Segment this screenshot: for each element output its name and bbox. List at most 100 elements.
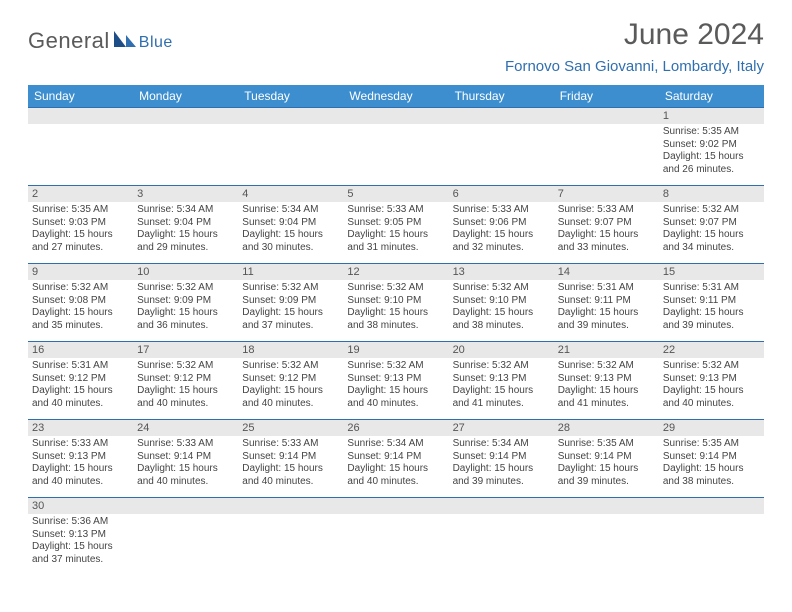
day-number: 17 [133, 341, 238, 358]
sunrise-line: Sunrise: 5:31 AM [32, 360, 129, 373]
day-details: Sunrise: 5:32 AMSunset: 9:10 PMDaylight:… [449, 280, 554, 336]
daylight-line: Daylight: 15 hours and 36 minutes. [137, 307, 234, 332]
empty-day-bar [133, 107, 238, 124]
sunset-line: Sunset: 9:14 PM [558, 451, 655, 464]
sunrise-line: Sunrise: 5:32 AM [347, 282, 444, 295]
sunset-line: Sunset: 9:13 PM [32, 529, 129, 542]
day-number: 30 [28, 497, 133, 514]
day-number: 18 [238, 341, 343, 358]
day-details: Sunrise: 5:32 AMSunset: 9:13 PMDaylight:… [449, 358, 554, 414]
daylight-line: Daylight: 15 hours and 39 minutes. [663, 307, 760, 332]
sunset-line: Sunset: 9:04 PM [137, 217, 234, 230]
day-details: Sunrise: 5:36 AMSunset: 9:13 PMDaylight:… [28, 514, 133, 570]
sunset-line: Sunset: 9:10 PM [453, 295, 550, 308]
calendar-cell: 6Sunrise: 5:33 AMSunset: 9:06 PMDaylight… [449, 185, 554, 263]
day-details: Sunrise: 5:33 AMSunset: 9:07 PMDaylight:… [554, 202, 659, 258]
day-number: 27 [449, 419, 554, 436]
weekday-header: Tuesday [238, 85, 343, 107]
calendar-cell: 19Sunrise: 5:32 AMSunset: 9:13 PMDayligh… [343, 341, 448, 419]
calendar-cell: 11Sunrise: 5:32 AMSunset: 9:09 PMDayligh… [238, 263, 343, 341]
empty-day-bar [659, 497, 764, 514]
daylight-line: Daylight: 15 hours and 41 minutes. [453, 385, 550, 410]
calendar-week-row: 2Sunrise: 5:35 AMSunset: 9:03 PMDaylight… [28, 185, 764, 263]
calendar-cell: 16Sunrise: 5:31 AMSunset: 9:12 PMDayligh… [28, 341, 133, 419]
calendar-cell [449, 497, 554, 575]
day-details: Sunrise: 5:32 AMSunset: 9:12 PMDaylight:… [238, 358, 343, 414]
sunrise-line: Sunrise: 5:34 AM [242, 204, 339, 217]
sunrise-line: Sunrise: 5:32 AM [137, 360, 234, 373]
sunset-line: Sunset: 9:11 PM [558, 295, 655, 308]
sunrise-line: Sunrise: 5:35 AM [32, 204, 129, 217]
daylight-line: Daylight: 15 hours and 38 minutes. [663, 463, 760, 488]
calendar-cell: 3Sunrise: 5:34 AMSunset: 9:04 PMDaylight… [133, 185, 238, 263]
daylight-line: Daylight: 15 hours and 40 minutes. [32, 385, 129, 410]
calendar-cell [343, 497, 448, 575]
sunrise-line: Sunrise: 5:33 AM [558, 204, 655, 217]
empty-day-bar [343, 107, 448, 124]
sunrise-line: Sunrise: 5:35 AM [663, 438, 760, 451]
sunrise-line: Sunrise: 5:31 AM [558, 282, 655, 295]
day-details: Sunrise: 5:34 AMSunset: 9:14 PMDaylight:… [449, 436, 554, 492]
day-details: Sunrise: 5:32 AMSunset: 9:07 PMDaylight:… [659, 202, 764, 258]
weekday-header: Saturday [659, 85, 764, 107]
day-details: Sunrise: 5:32 AMSunset: 9:09 PMDaylight:… [133, 280, 238, 336]
calendar-week-row: 30Sunrise: 5:36 AMSunset: 9:13 PMDayligh… [28, 497, 764, 575]
sunrise-line: Sunrise: 5:32 AM [558, 360, 655, 373]
sunset-line: Sunset: 9:14 PM [137, 451, 234, 464]
daylight-line: Daylight: 15 hours and 40 minutes. [137, 385, 234, 410]
calendar-cell: 17Sunrise: 5:32 AMSunset: 9:12 PMDayligh… [133, 341, 238, 419]
calendar-cell: 25Sunrise: 5:33 AMSunset: 9:14 PMDayligh… [238, 419, 343, 497]
day-details: Sunrise: 5:35 AMSunset: 9:14 PMDaylight:… [659, 436, 764, 492]
calendar-cell [133, 497, 238, 575]
day-details: Sunrise: 5:31 AMSunset: 9:11 PMDaylight:… [554, 280, 659, 336]
daylight-line: Daylight: 15 hours and 39 minutes. [558, 307, 655, 332]
calendar-cell: 8Sunrise: 5:32 AMSunset: 9:07 PMDaylight… [659, 185, 764, 263]
sunrise-line: Sunrise: 5:31 AM [663, 282, 760, 295]
daylight-line: Daylight: 15 hours and 29 minutes. [137, 229, 234, 254]
day-number: 29 [659, 419, 764, 436]
calendar-cell: 27Sunrise: 5:34 AMSunset: 9:14 PMDayligh… [449, 419, 554, 497]
empty-day-bar [554, 497, 659, 514]
day-details: Sunrise: 5:31 AMSunset: 9:11 PMDaylight:… [659, 280, 764, 336]
sunrise-line: Sunrise: 5:32 AM [347, 360, 444, 373]
daylight-line: Daylight: 15 hours and 38 minutes. [453, 307, 550, 332]
calendar-cell: 22Sunrise: 5:32 AMSunset: 9:13 PMDayligh… [659, 341, 764, 419]
day-number: 2 [28, 185, 133, 202]
calendar-cell: 20Sunrise: 5:32 AMSunset: 9:13 PMDayligh… [449, 341, 554, 419]
calendar-cell: 4Sunrise: 5:34 AMSunset: 9:04 PMDaylight… [238, 185, 343, 263]
empty-day-bar [238, 107, 343, 124]
sunset-line: Sunset: 9:02 PM [663, 139, 760, 152]
day-details: Sunrise: 5:33 AMSunset: 9:05 PMDaylight:… [343, 202, 448, 258]
month-title: June 2024 [505, 18, 764, 52]
day-details: Sunrise: 5:32 AMSunset: 9:09 PMDaylight:… [238, 280, 343, 336]
calendar-cell: 10Sunrise: 5:32 AMSunset: 9:09 PMDayligh… [133, 263, 238, 341]
empty-day-bar [28, 107, 133, 124]
sunrise-line: Sunrise: 5:33 AM [137, 438, 234, 451]
daylight-line: Daylight: 15 hours and 40 minutes. [347, 385, 444, 410]
calendar-cell: 18Sunrise: 5:32 AMSunset: 9:12 PMDayligh… [238, 341, 343, 419]
sunset-line: Sunset: 9:08 PM [32, 295, 129, 308]
day-number: 24 [133, 419, 238, 436]
calendar-cell: 28Sunrise: 5:35 AMSunset: 9:14 PMDayligh… [554, 419, 659, 497]
calendar-cell [554, 107, 659, 185]
calendar-table: SundayMondayTuesdayWednesdayThursdayFrid… [28, 85, 764, 575]
day-details: Sunrise: 5:31 AMSunset: 9:12 PMDaylight:… [28, 358, 133, 414]
day-number: 23 [28, 419, 133, 436]
calendar-cell: 15Sunrise: 5:31 AMSunset: 9:11 PMDayligh… [659, 263, 764, 341]
day-number: 12 [343, 263, 448, 280]
sunrise-line: Sunrise: 5:32 AM [453, 360, 550, 373]
calendar-week-row: 23Sunrise: 5:33 AMSunset: 9:13 PMDayligh… [28, 419, 764, 497]
daylight-line: Daylight: 15 hours and 34 minutes. [663, 229, 760, 254]
weekday-header-row: SundayMondayTuesdayWednesdayThursdayFrid… [28, 85, 764, 107]
calendar-cell [238, 107, 343, 185]
sunrise-line: Sunrise: 5:32 AM [242, 360, 339, 373]
day-details: Sunrise: 5:32 AMSunset: 9:10 PMDaylight:… [343, 280, 448, 336]
sunset-line: Sunset: 9:12 PM [242, 373, 339, 386]
day-number: 10 [133, 263, 238, 280]
calendar-cell [449, 107, 554, 185]
sunset-line: Sunset: 9:14 PM [663, 451, 760, 464]
day-number: 21 [554, 341, 659, 358]
daylight-line: Daylight: 15 hours and 27 minutes. [32, 229, 129, 254]
sunrise-line: Sunrise: 5:32 AM [453, 282, 550, 295]
day-number: 14 [554, 263, 659, 280]
